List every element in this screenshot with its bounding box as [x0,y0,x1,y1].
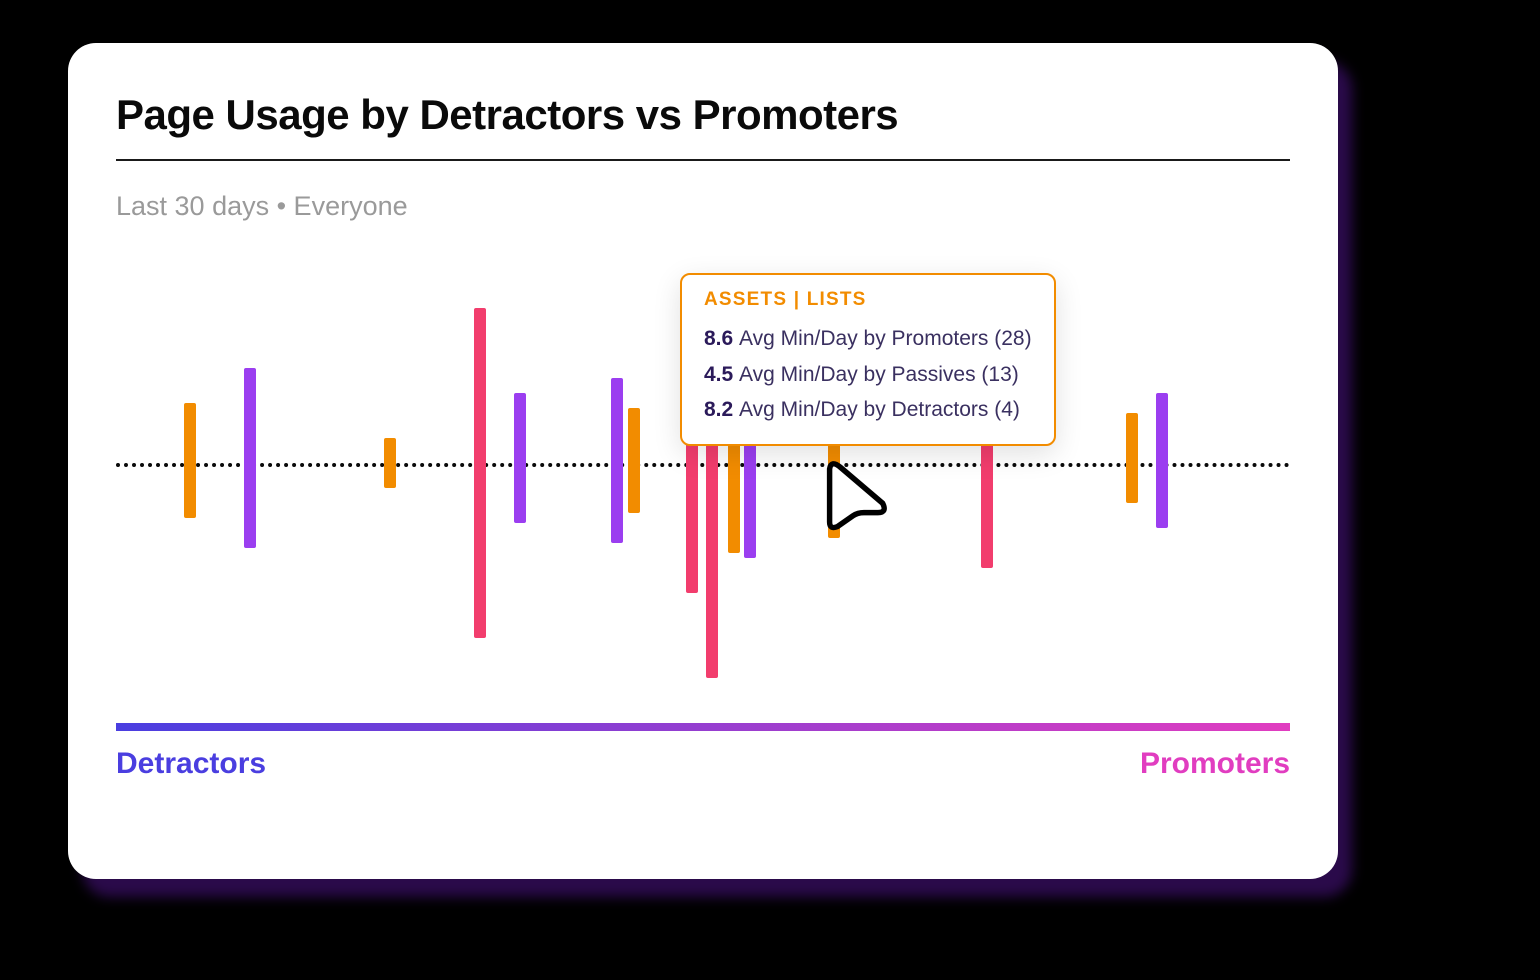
tooltip-value: 4.5 [704,363,739,386]
chart-bar[interactable] [474,308,486,638]
tooltip-row: 8.6 Avg Min/Day by Promoters (28) [704,321,1032,357]
tooltip-value: 8.2 [704,398,739,421]
cursor-icon [814,458,892,536]
page-title: Page Usage by Detractors vs Promoters [116,91,898,139]
chart-bar[interactable] [1126,413,1138,503]
chart-baseline [116,463,1290,467]
tooltip-row: 8.2 Avg Min/Day by Detractors (4) [704,392,1032,428]
tooltip-label: Avg Min/Day by Promoters (28) [739,327,1032,350]
tooltip-label: Avg Min/Day by Passives (13) [739,363,1019,386]
tooltip-row: 4.5 Avg Min/Day by Passives (13) [704,357,1032,393]
chart-bar[interactable] [1156,393,1168,528]
tooltip-label: Avg Min/Day by Detractors (4) [739,398,1020,421]
title-divider [116,159,1290,161]
chart-bar[interactable] [384,438,396,488]
axis-label-detractors: Detractors [116,747,266,781]
tooltip-value: 8.6 [704,327,739,350]
chart-bar[interactable] [611,378,623,543]
filter-subtitle: Last 30 days • Everyone [116,191,408,222]
axis-gradient-bar [116,723,1290,731]
chart-bar[interactable] [244,368,256,548]
chart-bar[interactable] [514,393,526,523]
chart-bar[interactable] [184,403,196,518]
axis-label-promoters: Promoters [1140,747,1290,781]
chart-tooltip: ASSETS | LISTS 8.6 Avg Min/Day by Promot… [680,273,1056,446]
tooltip-title: ASSETS | LISTS [704,289,1032,311]
chart-bar[interactable] [628,408,640,513]
diverging-bar-chart[interactable]: ASSETS | LISTS 8.6 Avg Min/Day by Promot… [116,263,1290,693]
chart-card: Page Usage by Detractors vs Promoters La… [68,43,1338,879]
